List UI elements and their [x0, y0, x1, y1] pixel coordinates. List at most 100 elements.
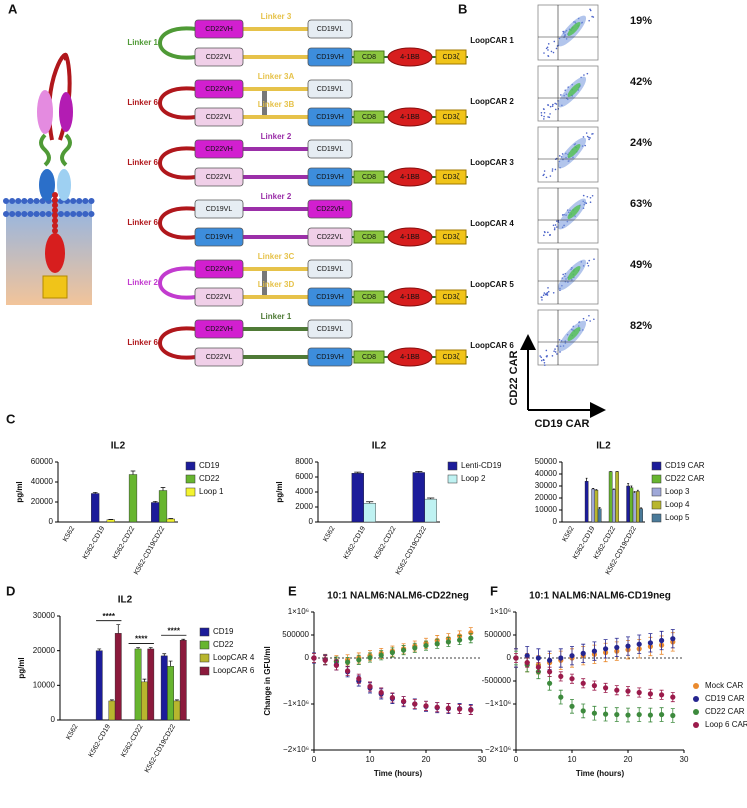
bar [424, 498, 437, 523]
domain-box [307, 19, 353, 39]
signaling-domain [353, 50, 385, 64]
y-tick-label: −2×10⁶ [283, 745, 309, 754]
flow-dot [561, 214, 564, 216]
flow-dot [584, 144, 586, 147]
chart-title: IL2 [596, 441, 611, 452]
flow-dot [558, 339, 561, 341]
bar [639, 508, 643, 523]
flow-dot [586, 195, 589, 198]
flow-dot [591, 15, 593, 18]
data-point [412, 645, 418, 651]
flow-dot [543, 359, 545, 362]
signaling-domain [387, 227, 433, 247]
error-bar [162, 653, 167, 656]
flow-dot [542, 294, 545, 296]
loop-label: Linker 6 [127, 98, 158, 107]
domain-box [194, 139, 244, 159]
error-bar [152, 500, 158, 503]
error-bar [92, 491, 98, 494]
legend-swatch [185, 474, 196, 484]
x-tick-label: K562-CD19CD22 [144, 723, 177, 774]
data-point [647, 691, 654, 697]
flow-dot [545, 355, 548, 358]
domain-label: CD22VH [205, 86, 233, 93]
bar [158, 490, 168, 523]
legend-label: CD22 [199, 474, 220, 483]
chart-title: IL2 [118, 595, 133, 606]
legend-label: Loop 5 [665, 513, 690, 522]
error-bar [640, 507, 643, 509]
flow-dot [540, 296, 543, 298]
y-tick-label: 8000 [295, 457, 313, 466]
signaling-domain [353, 290, 385, 304]
linker-shape [39, 133, 72, 167]
error-bar [585, 477, 588, 482]
error-bar [415, 471, 423, 473]
y-tick-label: 20000 [33, 646, 56, 655]
data-point [580, 708, 586, 714]
x-tick-label: K562-CD19 [88, 723, 112, 758]
legend-label: CD22 CAR [705, 707, 745, 716]
legend-label: CD19 [199, 461, 220, 470]
x-tick-label: 10 [366, 755, 375, 764]
domain-label: CD19VH [316, 294, 344, 301]
legend-label: Loop 2 [461, 474, 486, 483]
error-bar [612, 488, 615, 490]
flow-dot [556, 345, 558, 347]
bar [584, 481, 589, 523]
legend-swatch [447, 461, 458, 471]
data-point [445, 705, 451, 711]
error-bar [636, 489, 639, 492]
flow-dot [547, 104, 549, 106]
signaling-label: CD8 [362, 174, 376, 181]
signaling-label: CD8 [362, 54, 376, 61]
domain-box [194, 227, 244, 247]
domain-label: CD19VL [317, 266, 344, 273]
panel-label: A [8, 1, 18, 16]
legend-label: Mock CAR [705, 681, 743, 690]
domain-box [194, 287, 244, 307]
flow-dot [582, 136, 585, 138]
error-bar [97, 648, 102, 651]
y-axis-title: pg/ml [275, 481, 284, 502]
legend-label: Loop 6 CAR [705, 720, 747, 729]
bar [160, 655, 168, 721]
domain-label: CD22VH [205, 26, 233, 33]
legend-label: Loop 3 [665, 487, 690, 496]
data-point [636, 689, 642, 696]
signaling-label: CD3ζ [442, 234, 459, 241]
percent-label: 42% [630, 76, 652, 88]
bar [636, 491, 640, 523]
x-tick-label: 0 [312, 755, 317, 764]
signaling-domain [353, 170, 385, 184]
row-label: LoopCAR 5 [470, 280, 514, 289]
flow-dot [553, 350, 555, 352]
flow-dot [547, 55, 550, 57]
flow-dot [588, 19, 590, 22]
flow-dot [589, 196, 592, 199]
x-tick-label: K562 [65, 723, 79, 741]
bar [114, 633, 122, 721]
axis-title: CD19 CAR [534, 418, 589, 430]
error-bar [598, 507, 601, 509]
domain-label: CD22VL [206, 174, 233, 181]
bar [151, 502, 160, 523]
error-bar [595, 489, 598, 491]
data-point [547, 669, 553, 675]
data-point [580, 650, 586, 657]
domain-label: CD22VH [316, 206, 344, 213]
domain-label: CD22VL [206, 294, 233, 301]
x-tick-label: K562 [322, 525, 336, 543]
domain-box [194, 319, 244, 339]
domain-box [194, 19, 244, 39]
domain-label: CD19VL [317, 86, 344, 93]
legend-swatch [199, 627, 210, 637]
y-axis-title: pg/ml [17, 657, 26, 678]
signaling-domain [435, 169, 467, 185]
flow-dot [548, 116, 551, 119]
data-point [636, 641, 642, 647]
domain-label: CD22VH [205, 326, 233, 333]
y-tick-label: −2×10⁶ [485, 745, 511, 754]
flow-dot [588, 314, 590, 317]
x-tick-label: K562 [561, 525, 575, 543]
